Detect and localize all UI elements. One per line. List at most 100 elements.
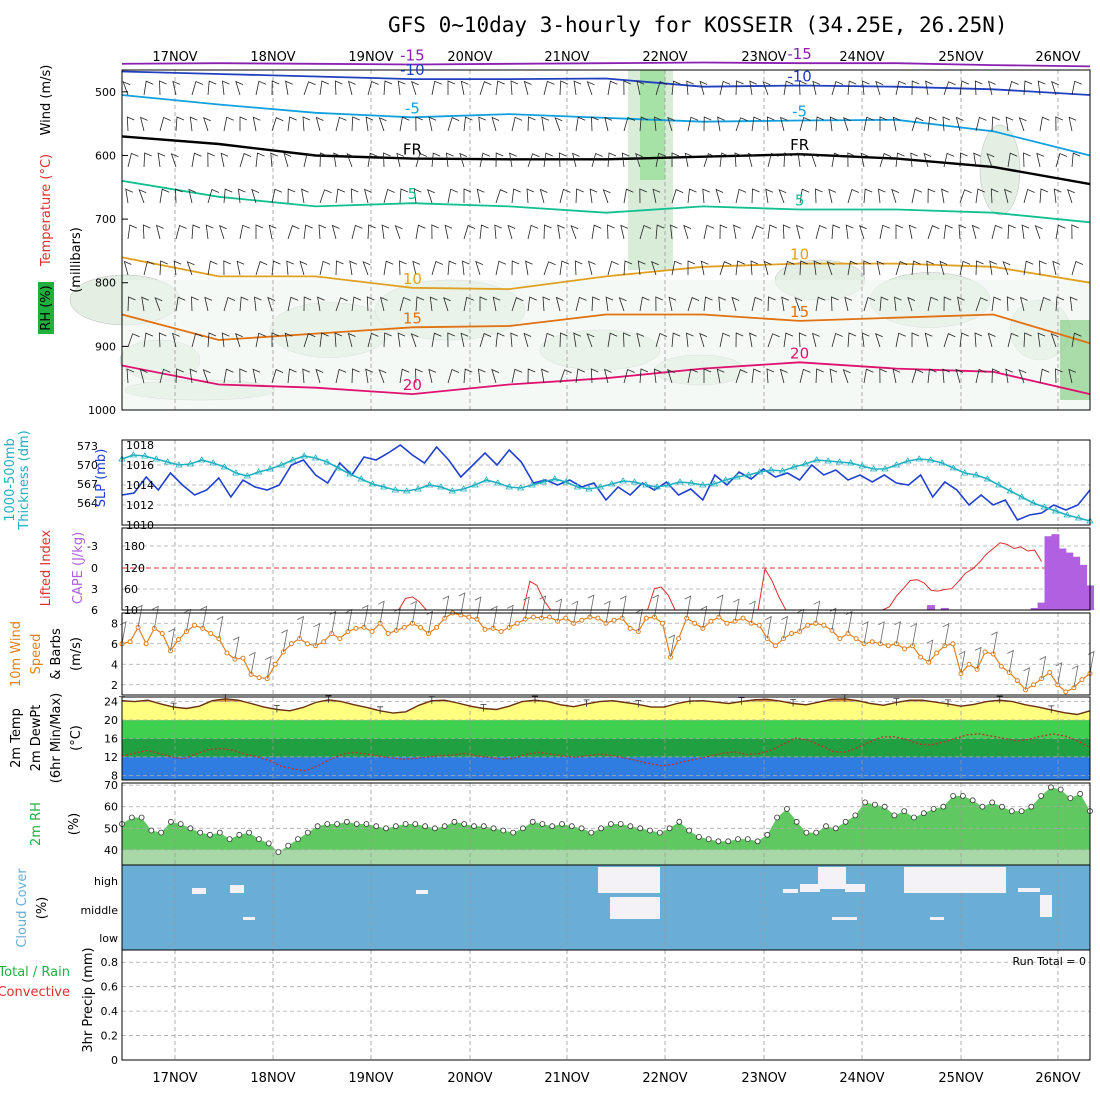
wind-point: [805, 622, 811, 628]
wind-barb: [527, 296, 537, 312]
wind-barb: [1068, 368, 1077, 384]
wind-point: [724, 620, 730, 626]
isotherm-FR: [121, 135, 1091, 186]
wind-barb: [1006, 296, 1015, 312]
wind-barb: [590, 368, 599, 384]
lifted-index-tick: 0: [91, 562, 98, 575]
wind-barb: [431, 332, 442, 348]
wind-barb: [491, 368, 500, 384]
wind-barb: [717, 116, 725, 132]
wind-barb: [876, 260, 885, 276]
wind-barb: [458, 592, 466, 616]
wind-barb: [140, 116, 148, 132]
wind-barb: [639, 116, 649, 132]
wind-barb: [335, 116, 347, 132]
wind-tick: 2: [111, 679, 118, 692]
wind-barb: [975, 368, 987, 384]
wind-barb: [507, 604, 514, 628]
wind-barb: [333, 152, 341, 168]
temp-minmax: [583, 699, 590, 707]
wind-barb: [255, 80, 267, 96]
wind-barb: [265, 655, 272, 679]
wind-barb: [143, 260, 155, 276]
wind-barb: [361, 604, 369, 628]
wind-barb: [700, 605, 708, 629]
thickness-point: [573, 483, 582, 490]
thickness-point: [744, 471, 753, 478]
wind-point: [966, 661, 972, 667]
date-label-bottom: 22NOV: [642, 1071, 687, 1086]
wind-barb: [431, 260, 444, 276]
wind-barb: [843, 116, 851, 132]
wind-barb: [974, 332, 983, 348]
wind-barb: [863, 296, 876, 312]
wind-barb: [287, 225, 300, 240]
wind-barb: [702, 188, 710, 204]
thickness-point: [995, 481, 1003, 488]
wind-barb: [859, 224, 867, 240]
wind-barb: [798, 332, 807, 348]
wind-point: [482, 626, 488, 632]
precip-tick: 0.4: [101, 1005, 119, 1018]
wind-barb: [607, 332, 618, 348]
wind-barb: [607, 152, 617, 168]
wind-barb: [495, 260, 507, 276]
wind-barb: [478, 116, 486, 132]
wind-barb: [527, 153, 540, 168]
thickness-point: [1052, 507, 1060, 514]
temp-frame: [121, 696, 1091, 781]
wind-barb: [239, 224, 250, 240]
thickness-point: [1017, 493, 1026, 500]
wind-barb: [1036, 152, 1045, 168]
wind-point: [547, 614, 552, 620]
cloud-level-tick: low: [99, 932, 118, 945]
rh-point: [764, 831, 771, 838]
wind-barb: [927, 225, 940, 240]
wind-barb: [367, 80, 379, 96]
wind-point: [837, 636, 843, 642]
pressure-tick: 800: [95, 277, 116, 290]
thickness-point: [346, 470, 354, 477]
wind-barb: [879, 368, 887, 384]
wind-barb: [221, 332, 230, 348]
rh-point: [1008, 808, 1015, 814]
wind-barb: [559, 369, 572, 384]
wind-barb: [895, 261, 908, 276]
wind-barb: [991, 368, 1000, 384]
wind-point: [1014, 678, 1020, 684]
wind-barb: [700, 260, 709, 276]
wind-barb: [399, 116, 410, 132]
thickness-point: [368, 480, 377, 487]
wind-barb: [667, 368, 675, 384]
wind-barb: [942, 623, 950, 646]
wind-barb: [426, 610, 434, 634]
instability-frame: [121, 527, 1091, 611]
thickness-point: [266, 465, 274, 472]
wind-point: [224, 650, 230, 656]
wind-barb: [619, 595, 627, 619]
wind-point: [256, 675, 262, 681]
thickness-point: [437, 483, 445, 490]
wind-barb: [444, 224, 453, 240]
wind-barb: [655, 332, 668, 348]
wind-barb: [813, 600, 821, 624]
wind-barb: [605, 296, 614, 312]
wind-point: [627, 625, 633, 631]
wind-barb: [543, 332, 555, 348]
rh-point: [627, 823, 634, 830]
wind-barb: [766, 368, 775, 384]
wind-barb: [699, 80, 708, 96]
wind-barb: [302, 116, 311, 132]
wind-barb: [653, 368, 662, 384]
wind-barb: [1055, 116, 1063, 132]
wind-barb: [143, 80, 154, 96]
rh-point: [588, 829, 595, 836]
wind-barb: [476, 188, 485, 204]
wind-barb: [191, 224, 201, 240]
wind-barb: [767, 224, 778, 240]
thickness-point: [607, 480, 616, 487]
thickness-point: [767, 466, 775, 473]
wind-barb: [927, 368, 937, 384]
wind-barb: [346, 153, 355, 168]
wind-barb: [365, 116, 374, 132]
